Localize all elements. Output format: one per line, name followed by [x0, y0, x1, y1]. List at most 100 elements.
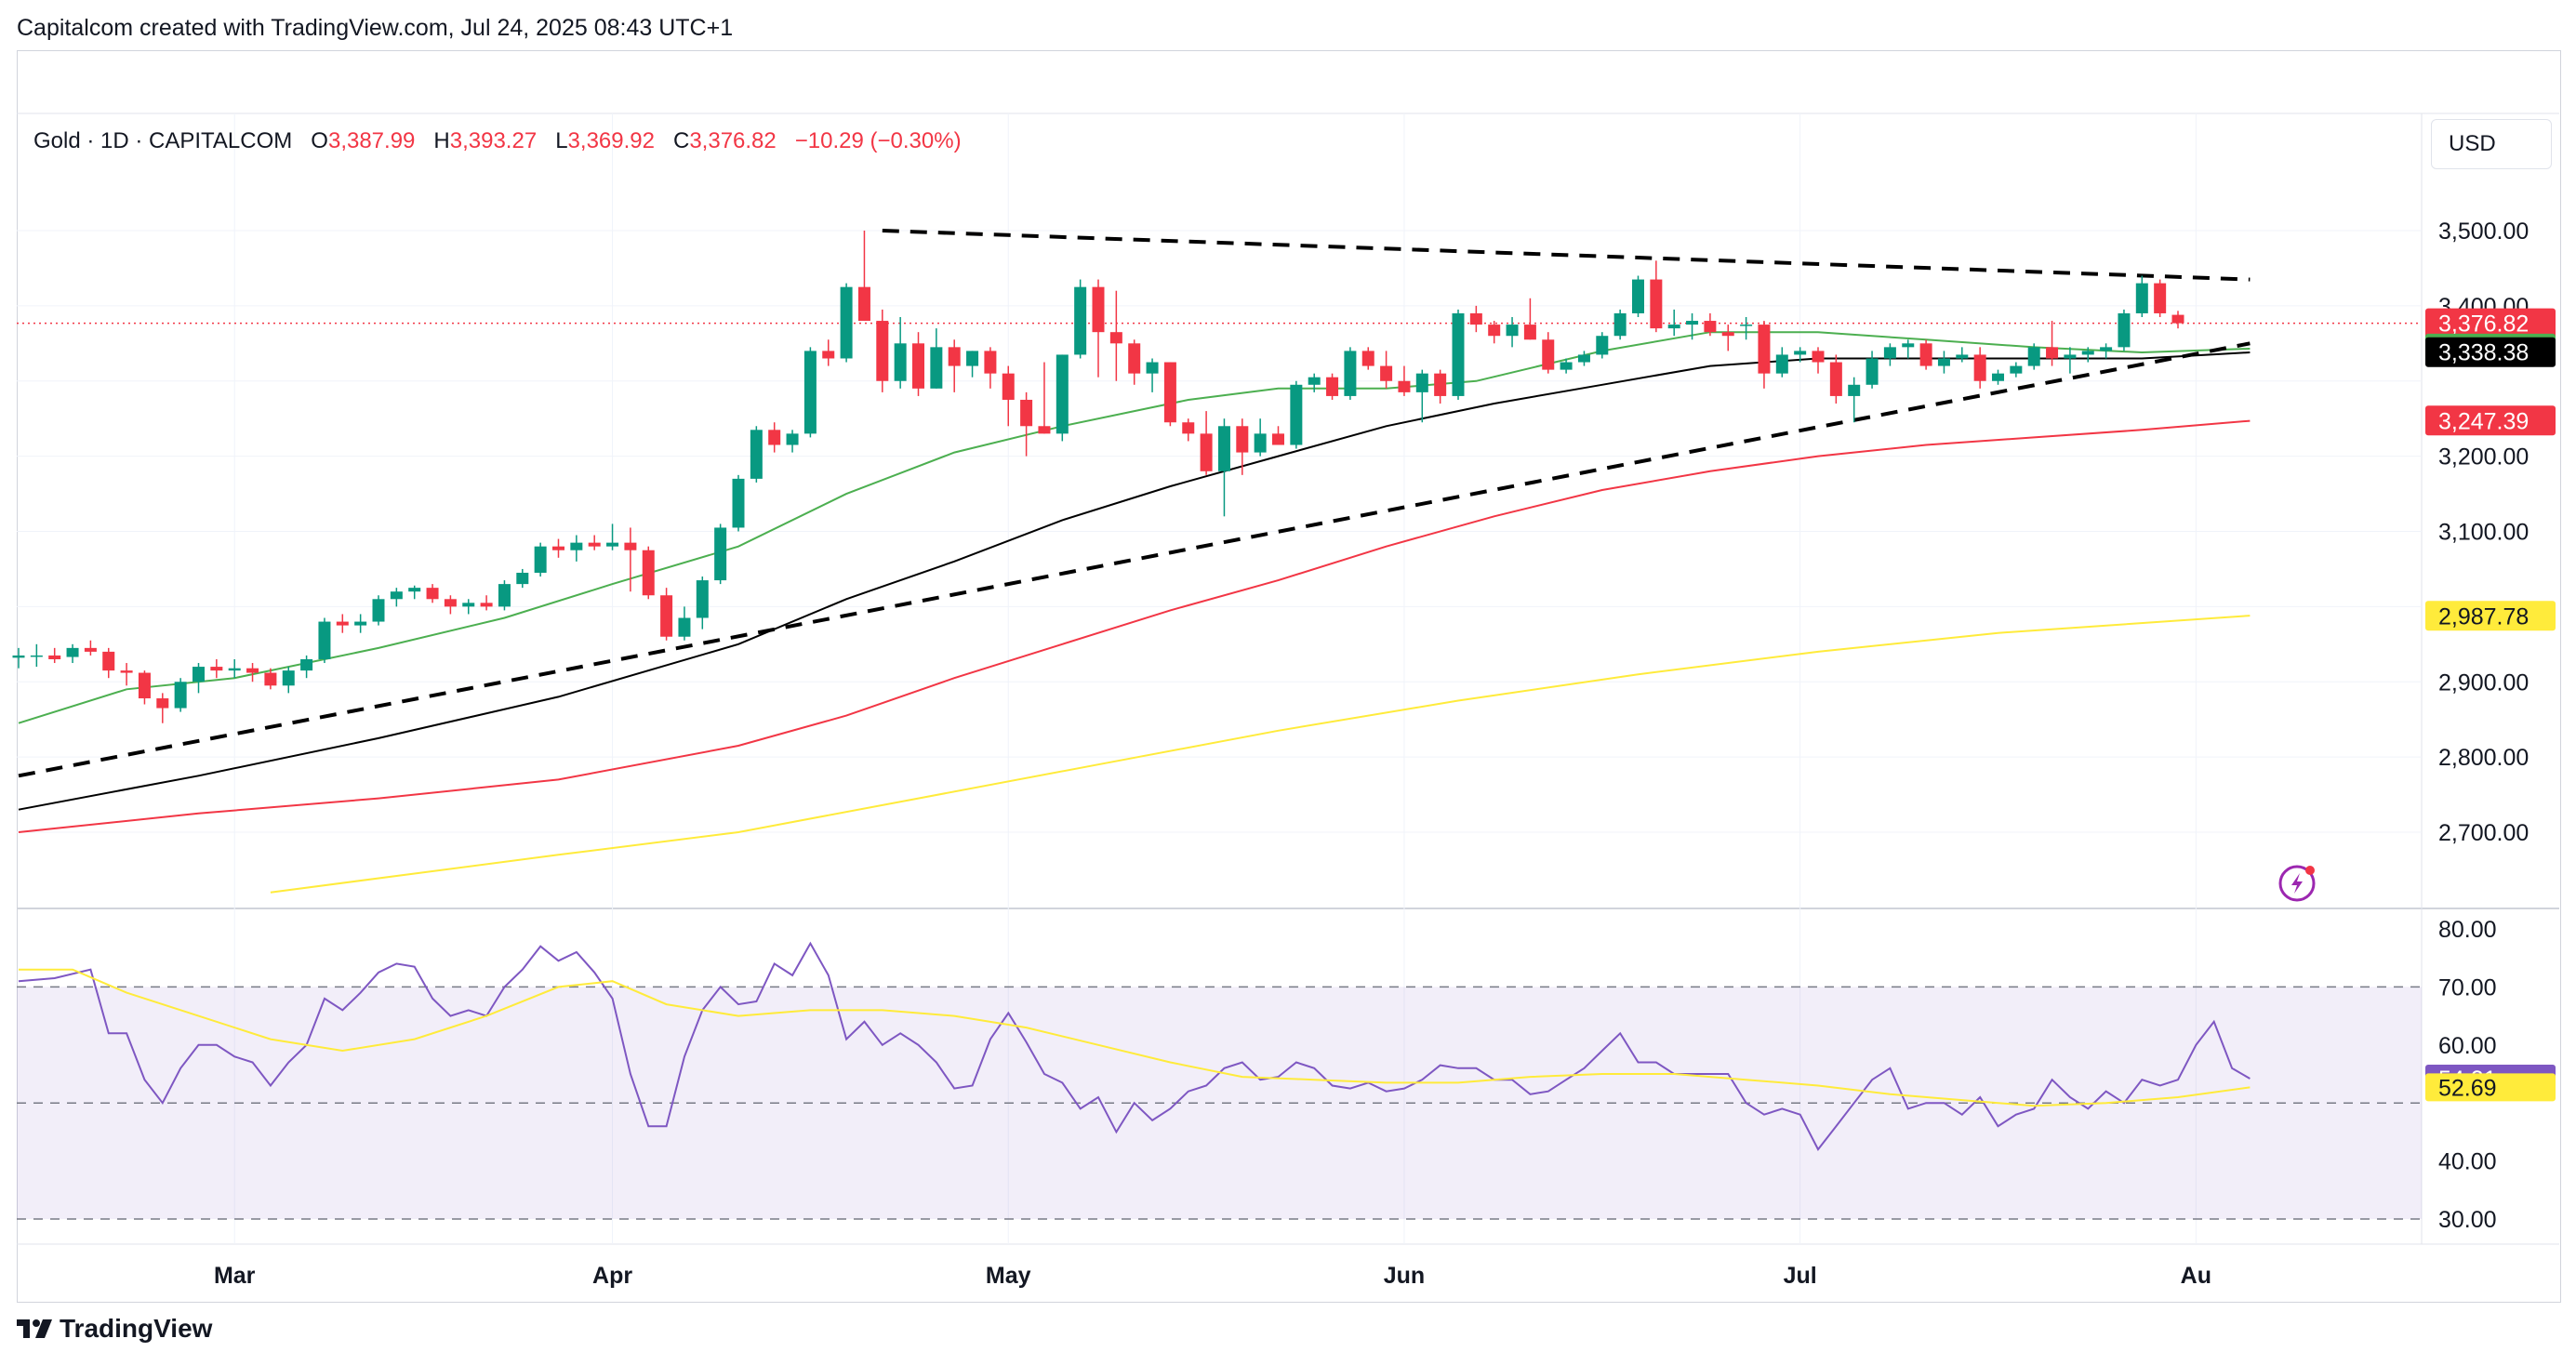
candle-body	[1308, 377, 1321, 385]
candle-body	[1704, 321, 1717, 333]
candle-body	[1560, 362, 1573, 370]
price-tick-label: 2,800.00	[2438, 745, 2529, 771]
candle-body	[1217, 426, 1230, 471]
rsi-axis-tag	[2425, 1073, 2556, 1102]
candle-body	[1344, 351, 1357, 396]
rsi-tick-label: 60.00	[2438, 1033, 2497, 1059]
tradingview-logo-icon	[17, 1319, 52, 1338]
candle-body	[1488, 325, 1501, 337]
candle-body	[1326, 377, 1339, 396]
candle-body	[768, 430, 781, 445]
candle-body	[1883, 347, 1896, 359]
candle-body	[1632, 279, 1644, 313]
notification-dot-icon	[2305, 866, 2315, 875]
candle-body	[2154, 283, 2167, 313]
candle-body	[174, 682, 187, 709]
candle-body	[660, 595, 673, 637]
candle-body	[930, 347, 943, 389]
candle-body	[732, 478, 745, 528]
candle-body	[803, 351, 817, 434]
candle-body	[570, 542, 583, 550]
open-label: O	[311, 128, 328, 153]
candle-body	[1866, 358, 1879, 385]
symbol-name[interactable]: Gold · 1D · CAPITALCOM	[33, 128, 293, 153]
candle-body	[390, 591, 403, 600]
candle-body	[1794, 351, 1807, 355]
candle-body	[1613, 312, 1627, 337]
candle-body	[624, 542, 637, 550]
candle-body	[1577, 354, 1590, 363]
candle-body	[696, 580, 709, 618]
candle-body	[1092, 286, 1105, 333]
rsi-band-fill	[17, 987, 2422, 1219]
candle-body	[1074, 286, 1087, 355]
candle-body	[750, 430, 763, 479]
candle-body	[2135, 283, 2148, 313]
low-value: 3,369.92	[567, 128, 655, 153]
price-axis-tag	[2425, 405, 2556, 436]
candle-body	[1182, 422, 1195, 434]
candle-body	[2171, 314, 2184, 324]
candle-body	[984, 351, 997, 374]
open-value: 3,387.99	[327, 128, 416, 153]
trendline[interactable]	[882, 229, 2251, 282]
candle-body	[678, 617, 691, 637]
candle-body	[1380, 365, 1393, 381]
price-axis-tag	[2425, 308, 2556, 338]
candle-body	[2100, 347, 2113, 351]
candle-body	[894, 343, 907, 381]
candle-body	[1523, 325, 1536, 340]
chart-frame	[17, 50, 2561, 1303]
candle-body	[300, 658, 313, 671]
lightning-icon[interactable]	[2278, 865, 2316, 902]
price-axis-tag	[2425, 601, 2556, 631]
candle-body	[12, 655, 25, 658]
high-label: H	[433, 128, 450, 153]
ohlc-legend: Gold · 1D · CAPITALCOM O3,387.99 H3,393.…	[33, 128, 962, 154]
candle-body	[1775, 354, 1788, 374]
candle-body	[2027, 347, 2040, 366]
candle-body	[948, 347, 961, 366]
price-axis-tag	[2425, 337, 2556, 367]
candle-body	[48, 655, 61, 659]
candle-body	[912, 343, 924, 389]
candle-body	[336, 621, 349, 626]
tradingview-brand[interactable]: TradingView	[17, 1314, 212, 1344]
candle-body	[588, 542, 601, 547]
candle-body	[1973, 354, 1986, 381]
change-value: −10.29 (−0.30%)	[794, 128, 962, 153]
candle-body	[462, 603, 475, 607]
candle-body	[1596, 336, 1609, 355]
price-tick-label: 3,200.00	[2438, 444, 2529, 470]
rsi-series-line	[18, 941, 2251, 1151]
close-label: C	[672, 128, 690, 153]
high-value: 3,393.27	[449, 128, 538, 153]
candle-body	[1812, 351, 1825, 363]
time-axis-label: May	[986, 1263, 1031, 1289]
trendline[interactable]	[18, 341, 2251, 778]
candle-body	[534, 546, 547, 573]
candle-body	[318, 621, 331, 659]
candle-body	[372, 599, 385, 622]
candle-body	[1020, 399, 1033, 427]
candle-body	[282, 670, 295, 686]
candle-body	[1038, 426, 1051, 434]
candle-body	[1740, 325, 1753, 326]
candle-body	[354, 621, 367, 626]
candle-body	[1758, 325, 1771, 374]
candle-body	[1290, 384, 1303, 445]
moving-average-line	[18, 351, 2251, 811]
candle-body	[876, 321, 889, 381]
rsi-tick-label: 70.00	[2438, 974, 2497, 1001]
brand-name: TradingView	[60, 1314, 213, 1343]
candle-body	[1398, 380, 1411, 392]
candle-body	[1667, 325, 1680, 329]
currency-button[interactable]: USD	[2431, 119, 2552, 169]
price-axis-tag-label: 3,338.38	[2438, 340, 2529, 366]
time-axis-label: Au	[2181, 1263, 2211, 1289]
chart-credit: Capitalcom created with TradingView.com,…	[17, 15, 734, 41]
candle-body	[1128, 343, 1141, 374]
candle-body	[1506, 325, 1519, 337]
candle-body	[210, 667, 223, 671]
